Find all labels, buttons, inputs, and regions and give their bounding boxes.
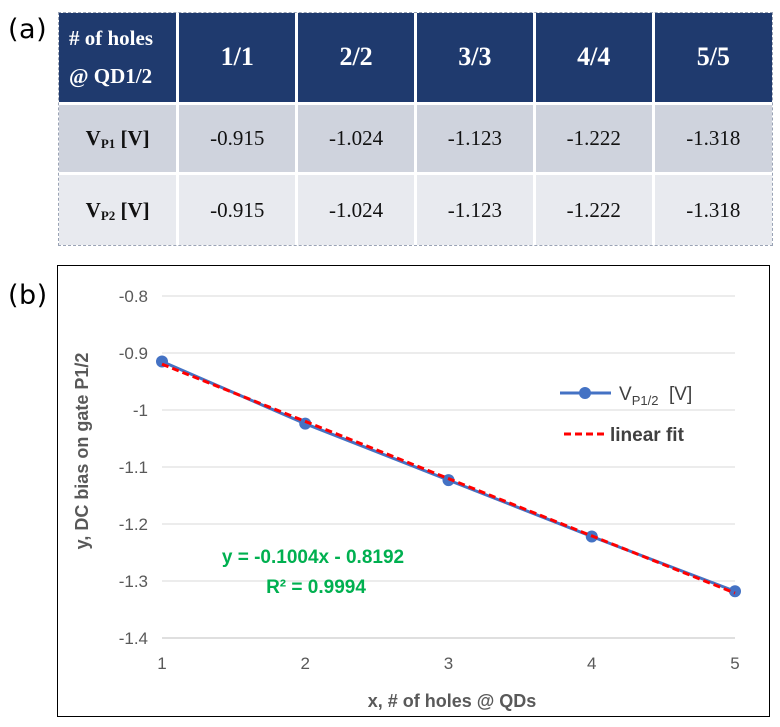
table-cell: -1.024 xyxy=(296,103,417,175)
row-label-unit: [V] xyxy=(115,197,150,222)
data-point xyxy=(299,417,312,430)
corner-line-2: @ QD1/2 xyxy=(69,64,153,89)
legend-label-fit: linear fit xyxy=(610,425,685,446)
panel-label-a: (a) xyxy=(8,14,48,45)
holes-table-container: # of holes @ QD1/2 1/1 2/2 3/3 4/4 5/5 V… xyxy=(58,12,773,246)
y-tick-label: -1.3 xyxy=(119,572,148,591)
holes-table: # of holes @ QD1/2 1/1 2/2 3/3 4/4 5/5 V… xyxy=(59,13,772,245)
legend-label-main: V xyxy=(619,384,632,405)
table-cell: -1.222 xyxy=(534,103,655,175)
table-row: VP2 [V] -0.915 -1.024 -1.123 -1.222 -1.3… xyxy=(59,173,772,245)
y-tick-label: -1 xyxy=(133,401,148,420)
data-point xyxy=(729,585,741,598)
y-tick-label: -1.2 xyxy=(119,515,148,534)
x-tick-label: 3 xyxy=(444,654,453,673)
chart-frame: -0.8 -0.9 -1 -1.1 -1.2 -1.3 -1.4 1 2 3 4 5 y, DC b… xyxy=(57,265,770,717)
y-axis-title: y, DC bias on gate P1/2 xyxy=(72,353,92,550)
table-cell: -0.915 xyxy=(177,173,299,245)
series-layer xyxy=(156,355,741,598)
fit-line xyxy=(161,362,736,595)
legend-marker-data xyxy=(579,387,591,399)
table-cell: -1.318 xyxy=(653,173,772,245)
column-header: 3/3 xyxy=(415,13,536,105)
legend-label-data: VP1/2 [V] xyxy=(619,384,692,408)
fit-r-squared: R² = 0.9994 xyxy=(266,577,366,598)
column-header: 5/5 xyxy=(653,13,772,105)
x-axis-title: x, # of holes @ QDs xyxy=(368,691,537,711)
table-cell: -1.123 xyxy=(415,173,536,245)
table-row: VP1 [V] -0.915 -1.024 -1.123 -1.222 -1.3… xyxy=(59,103,772,175)
column-header: 4/4 xyxy=(534,13,655,105)
row-label-main: V xyxy=(85,197,101,222)
row-label-sub: P2 xyxy=(100,207,116,223)
x-tick-label: 5 xyxy=(730,654,739,673)
table-cell: -1.123 xyxy=(415,103,536,175)
y-tick-label: -0.8 xyxy=(119,287,148,306)
line-chart: -0.8 -0.9 -1 -1.1 -1.2 -1.3 -1.4 1 2 3 4 5 y, DC b… xyxy=(72,287,741,711)
x-tick-label: 1 xyxy=(157,654,166,673)
y-tick-label: -1.1 xyxy=(119,458,148,477)
table-cell: -1.222 xyxy=(534,173,655,245)
row-label-main: V xyxy=(85,125,101,150)
corner-line-1: # of holes xyxy=(69,26,153,51)
legend-label-unit: [V] xyxy=(658,384,692,405)
column-header: 1/1 xyxy=(177,13,299,105)
table-header-row: # of holes @ QD1/2 1/1 2/2 3/3 4/4 5/5 xyxy=(59,13,772,105)
table-cell: -1.024 xyxy=(296,173,417,245)
x-tick-label: 2 xyxy=(301,654,310,673)
x-tick-labels: 1 2 3 4 5 xyxy=(157,654,739,673)
y-tick-labels: -0.8 -0.9 -1 -1.1 -1.2 -1.3 -1.4 xyxy=(119,287,148,648)
row-label-sub: P1 xyxy=(100,135,116,151)
legend: VP1/2 [V] linear fit xyxy=(560,384,692,446)
y-tick-label: -1.4 xyxy=(119,629,148,648)
row-header: VP1 [V] xyxy=(59,103,180,175)
table-cell: -1.318 xyxy=(653,103,772,175)
x-tick-label: 4 xyxy=(587,654,596,673)
grid-lines xyxy=(162,295,735,639)
fit-equation: y = -0.1004x - 0.8192 xyxy=(222,547,404,568)
legend-label-sub: P1/2 xyxy=(632,393,659,408)
y-tick-label: -0.9 xyxy=(119,344,148,363)
table-corner-header: # of holes @ QD1/2 xyxy=(59,13,180,105)
row-header: VP2 [V] xyxy=(59,173,180,245)
column-header: 2/2 xyxy=(296,13,417,105)
row-label-unit: [V] xyxy=(115,125,150,150)
table-cell: -0.915 xyxy=(177,103,299,175)
panel-label-b: (b) xyxy=(8,280,48,311)
